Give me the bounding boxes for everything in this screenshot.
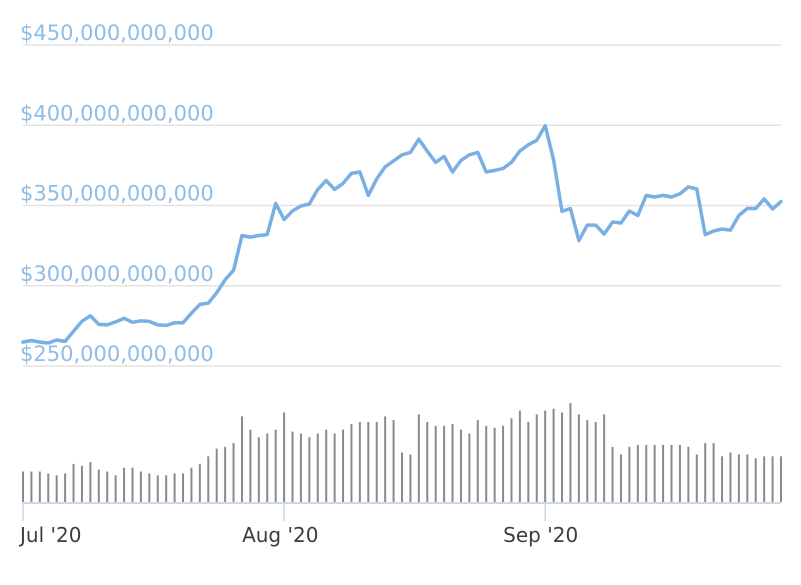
y-gridlines — [23, 44, 781, 367]
x-axis-ticks: Jul '20 Aug '20 Sep '20 — [18, 503, 578, 547]
y-tick-label: $300,000,000,000 — [20, 262, 214, 286]
y-tick-label: $400,000,000,000 — [20, 101, 214, 125]
x-tick-label: Jul '20 — [18, 523, 81, 547]
y-axis-labels: $250,000,000,000 $300,000,000,000 $350,000… — [20, 21, 214, 366]
y-tick-label: $350,000,000,000 — [20, 182, 214, 206]
price-series-line — [21, 123, 783, 345]
x-tick-label: Aug '20 — [242, 523, 318, 547]
volume-bars — [22, 403, 782, 502]
y-tick-label: $250,000,000,000 — [20, 342, 214, 366]
y-tick-label: $450,000,000,000 — [20, 21, 214, 45]
x-tick-label: Sep '20 — [503, 523, 578, 547]
